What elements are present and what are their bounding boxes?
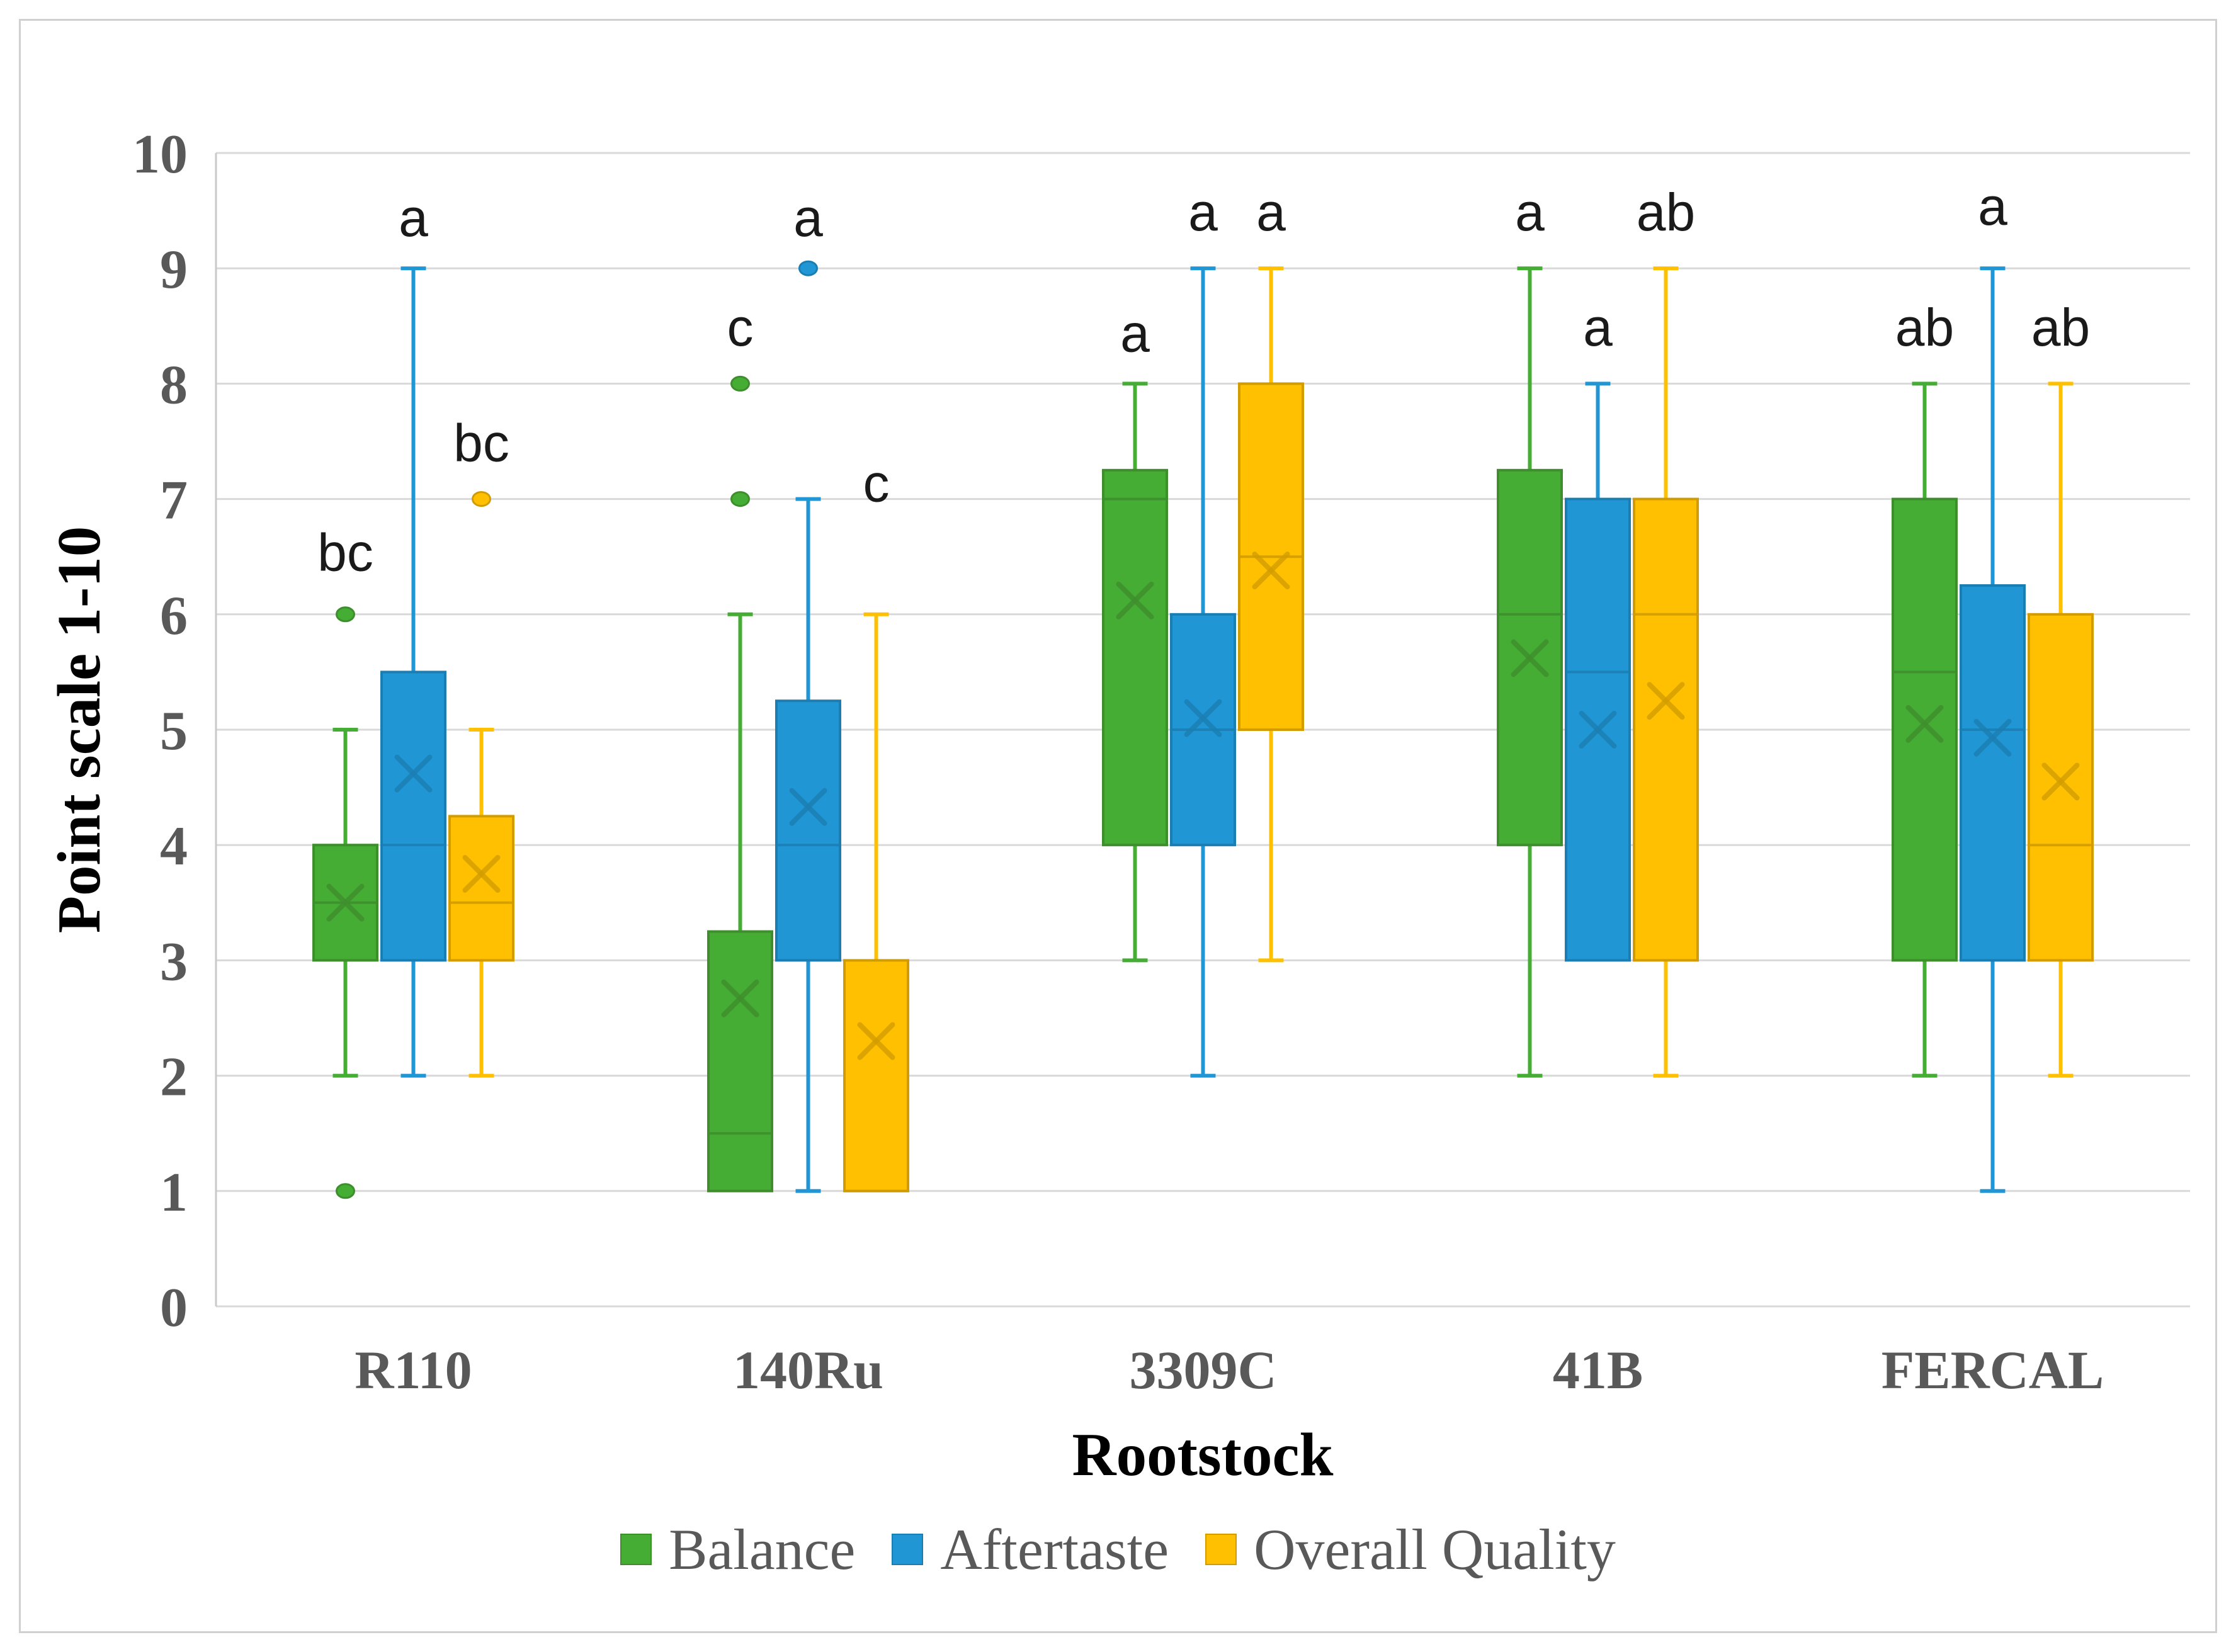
significance-label: a — [1256, 183, 1286, 242]
significance-label: a — [1120, 303, 1150, 363]
box-overall-quality-3309C: a — [1238, 183, 1304, 963]
y-tick-label: 5 — [160, 701, 188, 762]
mean-x-marker — [1184, 699, 1222, 737]
box-balance-3309C: a — [1102, 303, 1168, 963]
y-tick-label: 0 — [160, 1277, 188, 1338]
y-tick-label: 6 — [160, 586, 188, 647]
mean-x-marker — [1511, 639, 1549, 677]
legend-label: Aftertaste — [940, 1517, 1169, 1581]
box-balance-140Ru: c — [707, 298, 773, 1192]
mean-x-marker — [326, 883, 365, 922]
legend-swatch-icon — [1205, 1534, 1237, 1565]
significance-label: c — [863, 453, 890, 512]
box-balance-R110: bc — [312, 523, 378, 1199]
iqr-box — [843, 959, 909, 1192]
x-category-label-140Ru: 140Ru — [733, 1340, 883, 1400]
iqr-box — [380, 670, 446, 962]
y-axis-title: Point scale 1-10 — [45, 526, 113, 934]
box-overall-quality-FERCAL: ab — [2028, 298, 2094, 1078]
significance-label: a — [1978, 177, 2007, 236]
legend-item-balance: Balance — [620, 1516, 855, 1583]
significance-label: a — [1583, 298, 1613, 357]
mean-x-marker — [789, 788, 827, 826]
outlier-dot — [730, 375, 750, 392]
outlier-dot — [798, 260, 818, 276]
iqr-box — [1892, 497, 1958, 962]
chart-legend: Balance Aftertaste Overall Quality — [0, 1516, 2236, 1583]
legend-item-overall-quality: Overall Quality — [1205, 1516, 1616, 1583]
significance-label: ab — [1895, 298, 1954, 357]
x-axis-title: Rootstock — [1072, 1421, 1334, 1488]
x-category-label-R110: R110 — [355, 1340, 472, 1400]
box-aftertaste-R110: a — [380, 188, 446, 1078]
significance-label: a — [399, 188, 428, 247]
iqr-box — [1633, 497, 1699, 962]
significance-label: ab — [2031, 298, 2090, 357]
box-aftertaste-FERCAL: a — [1960, 177, 2026, 1193]
legend-item-aftertaste: Aftertaste — [892, 1516, 1169, 1583]
outlier-dot — [472, 491, 491, 507]
box-overall-quality-140Ru: c — [843, 453, 909, 1192]
iqr-box — [1102, 468, 1168, 847]
y-tick-label: 3 — [160, 931, 188, 992]
mean-x-marker — [1647, 682, 1685, 720]
x-category-label-3309C: 3309C — [1129, 1340, 1276, 1400]
box-balance-FERCAL: ab — [1892, 298, 1958, 1078]
legend-label: Overall Quality — [1254, 1517, 1616, 1581]
significance-label: a — [1188, 183, 1218, 242]
significance-label: c — [727, 298, 754, 357]
x-category-label-FERCAL: FERCAL — [1881, 1340, 2104, 1400]
y-tick-label: 9 — [160, 239, 188, 300]
outlier-dot — [730, 491, 750, 507]
box-aftertaste-3309C: a — [1170, 183, 1236, 1078]
mean-x-marker — [2041, 762, 2080, 801]
box-overall-quality-41B: ab — [1633, 183, 1699, 1078]
outlier-dot — [336, 1183, 355, 1199]
y-tick-label: 7 — [160, 470, 188, 531]
y-tick-label: 8 — [160, 354, 188, 416]
box-aftertaste-41B: a — [1565, 298, 1631, 962]
legend-swatch-icon — [892, 1534, 924, 1565]
significance-label: ab — [1637, 183, 1695, 242]
mean-x-marker — [1252, 552, 1290, 590]
significance-label: a — [793, 188, 823, 247]
box-balance-41B: a — [1497, 183, 1563, 1078]
iqr-box — [2028, 613, 2094, 962]
legend-swatch-icon — [620, 1534, 652, 1565]
significance-label: bc — [317, 523, 373, 582]
mean-x-marker — [394, 754, 433, 793]
x-category-label-41B: 41B — [1553, 1340, 1643, 1400]
iqr-box — [707, 930, 773, 1192]
box-overall-quality-R110: bc — [448, 413, 514, 1078]
mean-x-marker — [857, 1022, 895, 1060]
outlier-dot — [336, 606, 355, 623]
mean-x-marker — [1116, 581, 1154, 620]
iqr-box — [775, 699, 841, 962]
mean-x-marker — [721, 979, 759, 1017]
y-tick-label: 1 — [160, 1162, 188, 1223]
significance-label: a — [1515, 183, 1545, 242]
mean-x-marker — [1973, 718, 2012, 757]
y-tick-label: 10 — [132, 124, 188, 185]
iqr-box — [448, 815, 514, 962]
mean-x-marker — [1905, 704, 1944, 743]
mean-x-marker — [462, 855, 501, 893]
legend-label: Balance — [669, 1517, 856, 1581]
iqr-box — [1960, 584, 2026, 962]
box-aftertaste-140Ru: a — [775, 188, 841, 1193]
y-axis-tick-labels: 0 1 2 3 4 5 6 7 8 9 10 — [132, 124, 188, 1338]
significance-label: bc — [453, 413, 509, 472]
y-tick-label: 2 — [160, 1047, 188, 1108]
mean-x-marker — [1579, 711, 1617, 749]
x-axis-category-labels: R110 140Ru 3309C 41B FERCAL — [355, 1340, 2104, 1400]
y-tick-label: 4 — [160, 816, 188, 877]
